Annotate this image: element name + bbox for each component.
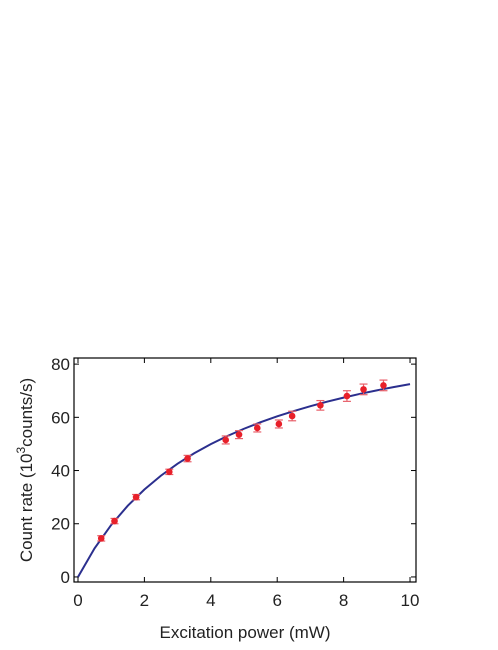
y-label-main: Count rate (10 <box>17 453 36 562</box>
y-tick-label: 60 <box>51 408 70 427</box>
plot-frame <box>73 357 417 583</box>
data-point <box>288 412 296 420</box>
data-point <box>165 468 173 476</box>
y-tick-label: 20 <box>51 515 70 534</box>
data-point <box>275 420 283 428</box>
x-axis-label: Excitation power (mW) <box>160 623 331 642</box>
data-point <box>97 535 105 542</box>
x-tick-label: 2 <box>140 591 149 610</box>
data-point <box>184 455 191 462</box>
x-tick-label: 0 <box>73 591 82 610</box>
data-point <box>132 493 140 501</box>
y-tick-label: 40 <box>51 462 70 481</box>
y-label-unit: counts/s) <box>17 378 36 447</box>
data-point <box>111 517 118 525</box>
y-tick-label: 80 <box>51 355 70 374</box>
y-label-sup: 3 <box>14 446 28 453</box>
x-tick-label: 6 <box>272 591 281 610</box>
x-tick-label: 10 <box>401 591 420 610</box>
data-point <box>317 402 324 409</box>
data-point <box>253 424 261 432</box>
data-point <box>235 431 243 438</box>
x-tick-label: 8 <box>339 591 348 610</box>
fit-line <box>77 383 411 578</box>
y-axis-label: Count rate (103counts/s) <box>14 378 36 562</box>
data-point <box>380 382 387 389</box>
x-tick-label: 4 <box>206 591 215 610</box>
y-tick-label: 0 <box>61 568 70 587</box>
data-point <box>360 386 367 393</box>
data-point <box>222 436 230 444</box>
data-point <box>343 392 351 400</box>
